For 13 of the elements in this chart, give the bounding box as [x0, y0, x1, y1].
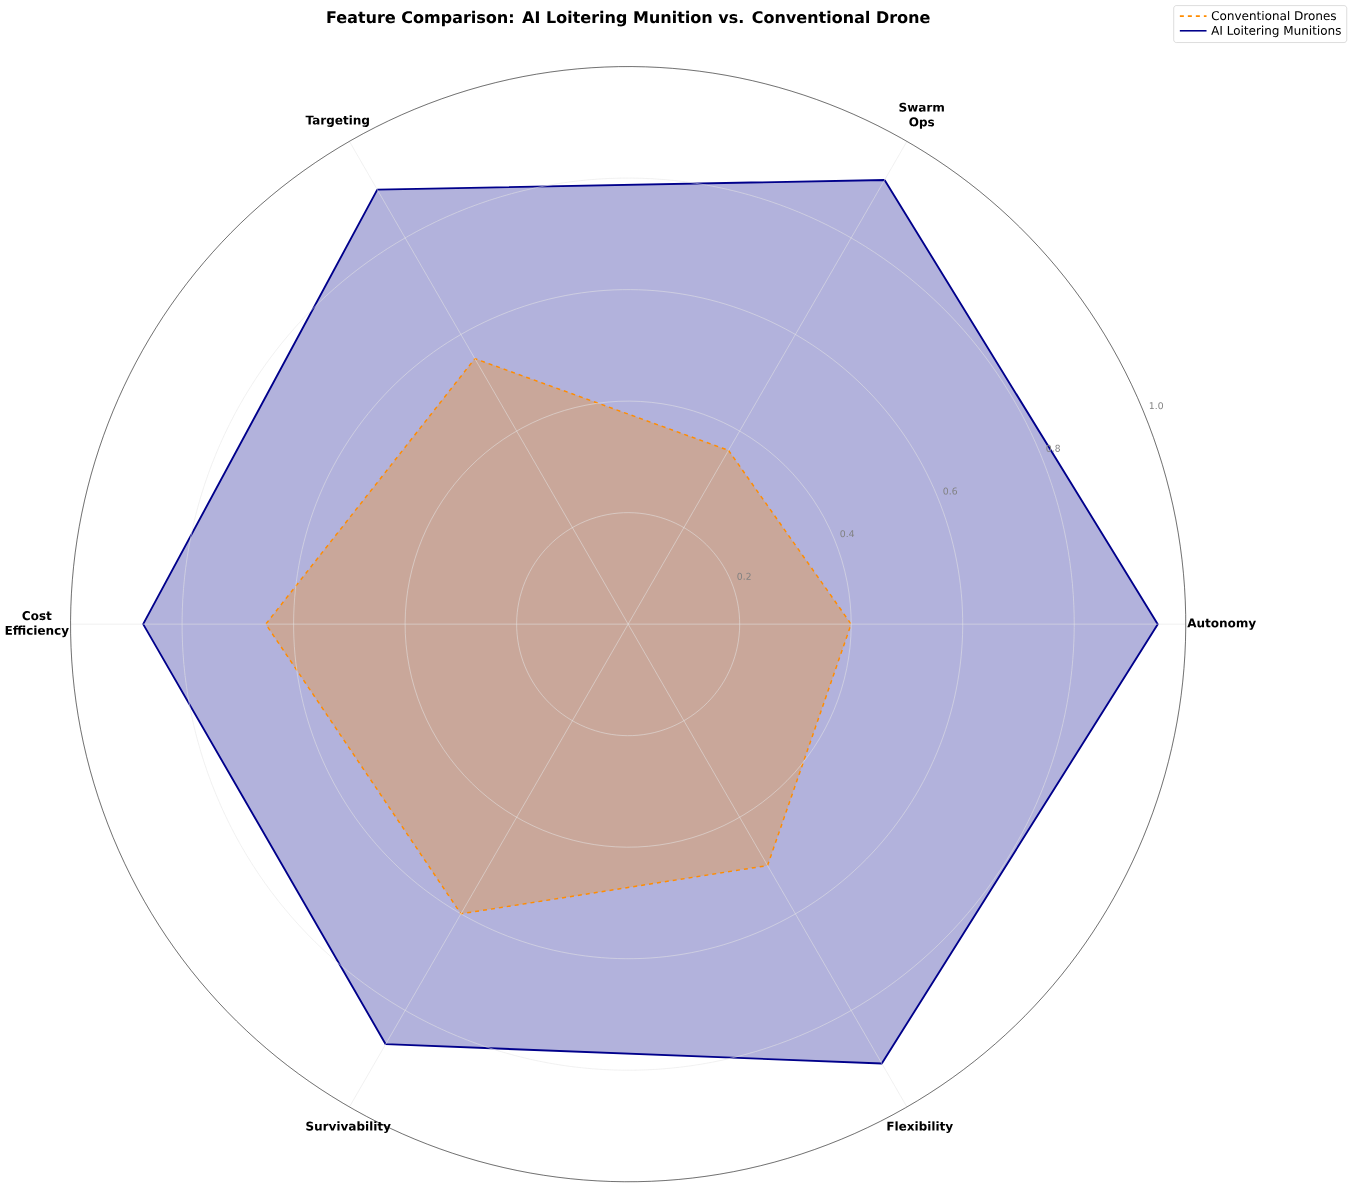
spoke-label: Swarm Ops — [899, 102, 944, 129]
legend-label: Conventional Drones — [1211, 11, 1336, 21]
spoke-label: Targeting — [305, 115, 369, 128]
chart-title: Feature Comparison: AI Loitering Munition vs. Conventional Drone — [327, 11, 930, 27]
spoke-label: Survivability — [306, 1121, 391, 1134]
y-tick-label: 0.4 — [840, 530, 855, 538]
spoke-label: Flexibility — [887, 1121, 953, 1134]
y-tick-label: 0.6 — [943, 487, 958, 495]
spoke-label: Autonomy — [1187, 618, 1256, 631]
spoke-label: Cost Efficiency — [5, 611, 69, 638]
y-tick-label: 0.2 — [737, 573, 751, 581]
legend-label: AI Loitering Munitions — [1211, 25, 1341, 38]
y-tick-label: 1.0 — [1149, 402, 1163, 410]
